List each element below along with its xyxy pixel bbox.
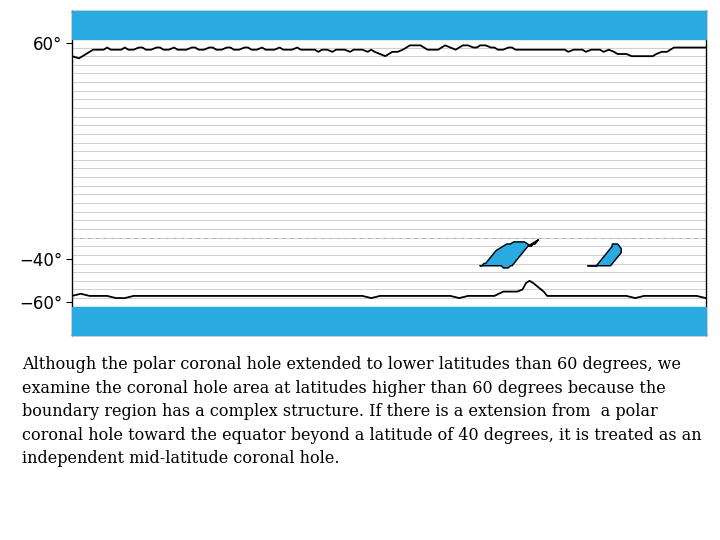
Text: Although the polar coronal hole extended to lower latitudes than 60 degrees, we
: Although the polar coronal hole extended…: [22, 356, 701, 468]
Polygon shape: [480, 240, 539, 268]
Polygon shape: [588, 244, 621, 266]
